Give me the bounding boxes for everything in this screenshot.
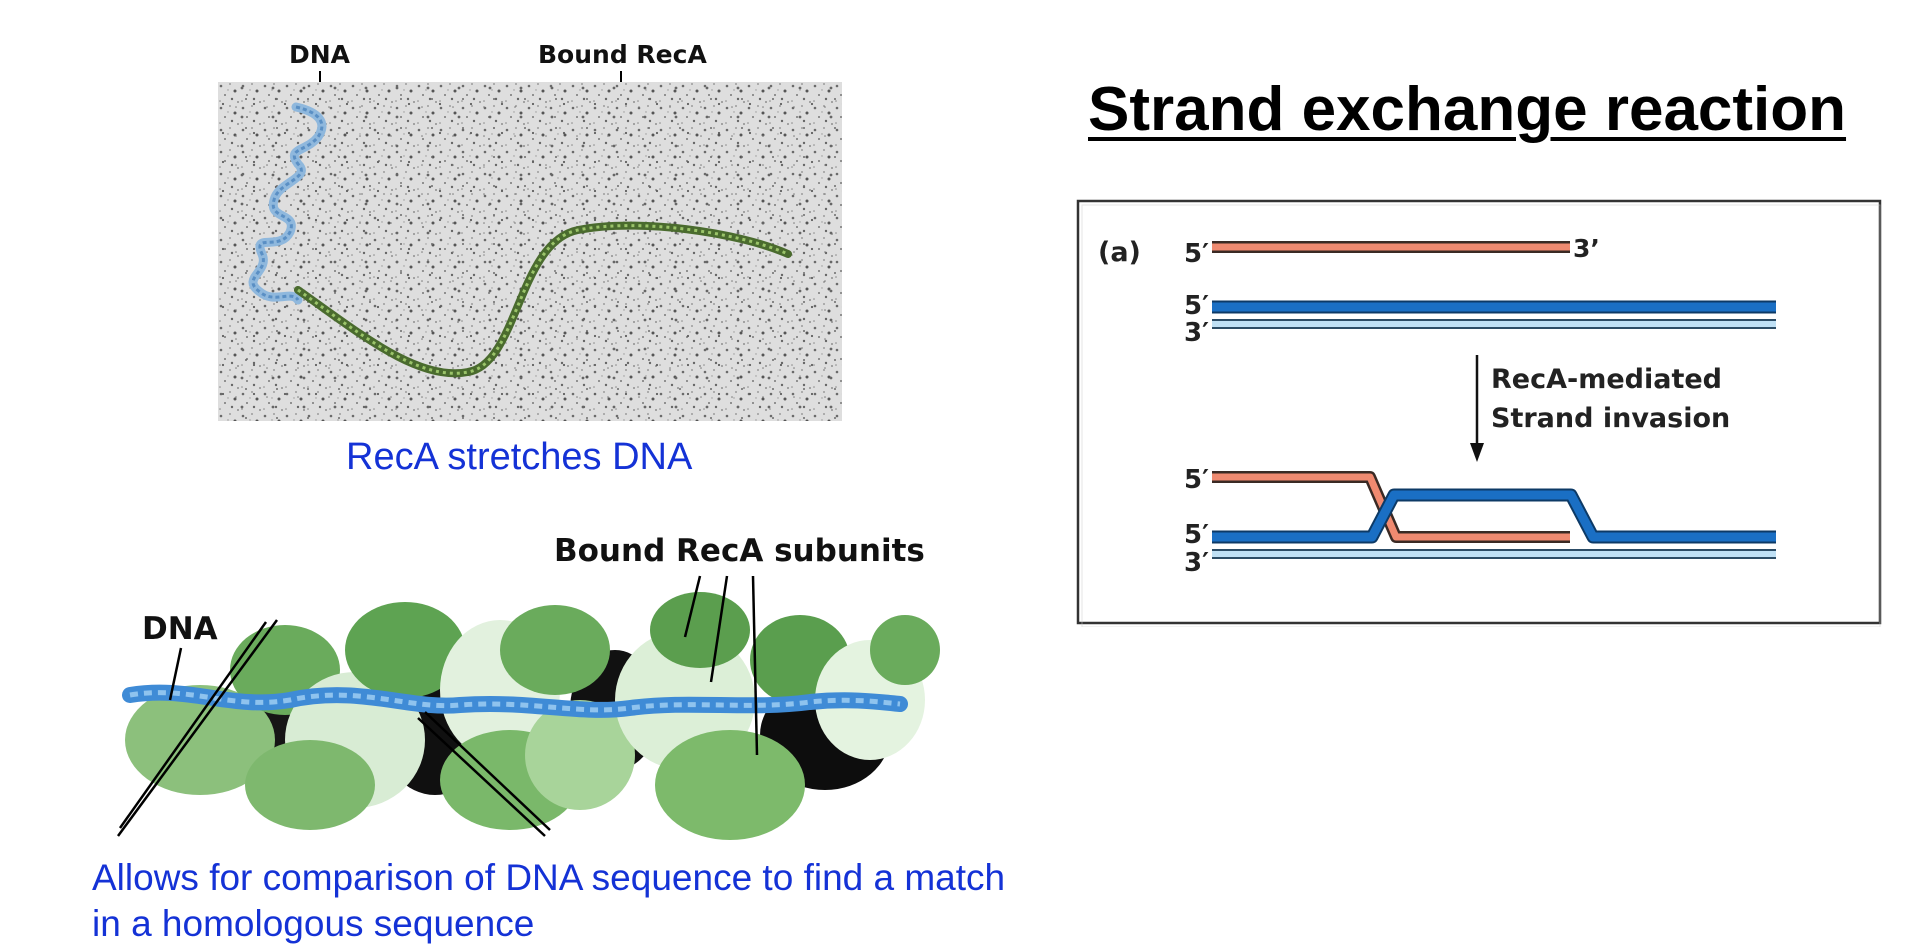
product-top-5prime-label: 5′ <box>1184 520 1209 550</box>
reaction-arrowhead <box>1470 443 1484 462</box>
reca-bound-filament <box>294 221 792 378</box>
filament-dna-label: DNA <box>142 611 218 647</box>
arrow-label-line1: RecA-mediated <box>1491 364 1722 395</box>
page-title: Strand exchange reaction <box>1088 75 1847 144</box>
filament-caption-line1: Allows for comparison of DNA sequence to… <box>92 857 1006 898</box>
micrograph-caption: RecA stretches DNA <box>346 436 693 478</box>
reca-filament-model <box>122 592 940 840</box>
filament-leader-lines <box>116 575 759 837</box>
product-bottom-3prime-label: 3′ <box>1184 548 1209 578</box>
ssdna-3prime-label: 3’ <box>1573 234 1600 263</box>
panel-label: (a) <box>1098 237 1141 268</box>
micrograph-bound-reca-label: Bound RecA <box>538 40 707 69</box>
electron-micrograph <box>218 82 842 421</box>
duplex-5prime-label: 5′ <box>1184 291 1209 321</box>
filament-caption-line2: in a homologous sequence <box>92 903 535 944</box>
micrograph-image <box>218 82 842 421</box>
filament-subunits-label: Bound RecA subunits <box>554 533 925 569</box>
micrograph-dna-label: DNA <box>289 40 351 69</box>
ssdna-5prime-label: 5′ <box>1184 239 1209 269</box>
arrow-label-line2: Strand invasion <box>1491 403 1730 434</box>
duplex-3prime-label: 3′ <box>1184 318 1209 348</box>
product-invading-5prime-label: 5′ <box>1184 465 1209 495</box>
strand-exchange-panel: (a) 5′ 3’ 5′ 3′ RecA-mediated Strand inv… <box>1076 199 1882 627</box>
